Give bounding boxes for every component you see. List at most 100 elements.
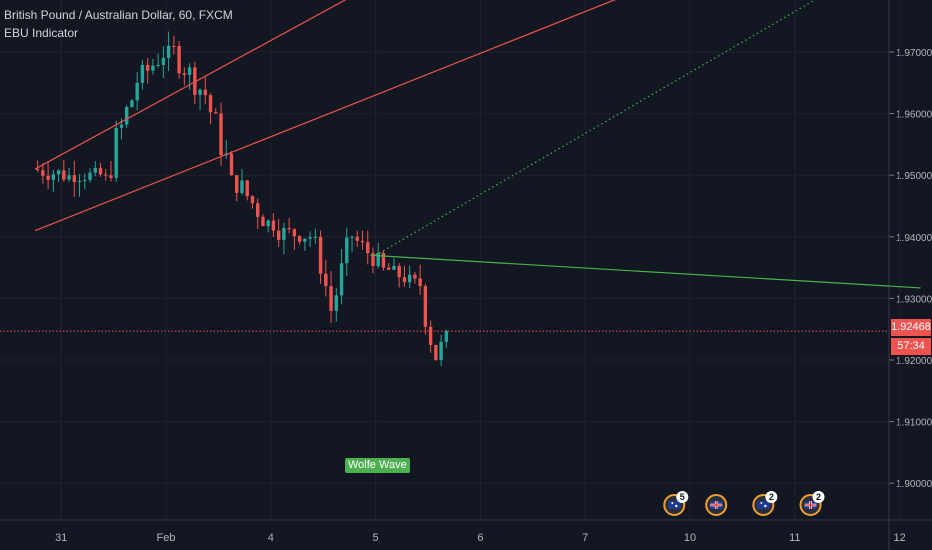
- candle-body: [318, 236, 323, 274]
- candle-body: [350, 236, 354, 238]
- australia-flag-icon: [668, 501, 681, 509]
- candle-body: [46, 175, 50, 180]
- candle-body: [35, 169, 40, 171]
- candle-body: [355, 236, 359, 241]
- y-tick-label: 1.96000: [896, 110, 932, 121]
- candle-body: [250, 196, 255, 204]
- x-tick-label: 4: [268, 532, 274, 544]
- candle-body: [140, 64, 145, 83]
- wolfe-wave-label[interactable]: Wolfe Wave: [345, 458, 410, 473]
- candle-body: [287, 228, 291, 230]
- candle-body: [271, 220, 276, 231]
- bar-countdown-label: 57:34: [891, 338, 931, 355]
- trendline-green-dotted[interactable]: [375, 0, 853, 256]
- x-tick-label: 31: [55, 532, 67, 544]
- candle-body: [235, 175, 239, 193]
- candle-body: [114, 127, 118, 178]
- chart-legend: British Pound / Australian Dollar, 60, F…: [4, 6, 233, 42]
- candle-body: [245, 180, 249, 197]
- y-tick-label: 1.97000: [896, 48, 932, 59]
- candle-body: [423, 286, 428, 327]
- candle-body: [145, 64, 150, 71]
- trendline-red-solid[interactable]: [34, 0, 685, 232]
- last-price-label: 1.92468: [891, 319, 931, 336]
- x-tick-label: 6: [477, 532, 483, 544]
- candle-body: [392, 265, 396, 270]
- candle-body: [413, 274, 417, 279]
- candle-body: [67, 175, 71, 180]
- candle-body: [156, 64, 160, 66]
- y-tick-label: 1.92000: [896, 356, 932, 367]
- event-count-badge: [812, 491, 825, 503]
- y-tick-label: 1.91000: [896, 418, 932, 429]
- candle-body: [56, 170, 61, 175]
- candle-body: [387, 267, 391, 270]
- candle-body: [418, 278, 422, 287]
- candle-body: [303, 238, 307, 242]
- event-count-label: 5: [680, 492, 685, 502]
- candle-body: [104, 174, 108, 176]
- candle-body: [334, 295, 338, 311]
- australia-flag-icon: [764, 504, 767, 508]
- candle-body: [151, 65, 155, 71]
- candle-body: [182, 73, 187, 75]
- candle-body: [434, 345, 438, 360]
- candle-body: [83, 179, 87, 181]
- candle-body: [62, 170, 66, 180]
- candle-body: [214, 112, 218, 114]
- trendline-red-solid[interactable]: [34, 0, 397, 170]
- candle-body: [41, 170, 45, 176]
- candle-body: [266, 220, 270, 227]
- candle-body: [282, 228, 286, 240]
- y-tick-label: 1.90000: [896, 479, 932, 490]
- event-count-badge: [765, 491, 778, 503]
- event-count-label: 2: [816, 492, 821, 502]
- candle-body: [444, 331, 449, 342]
- symbol-title[interactable]: British Pound / Australian Dollar, 60, F…: [4, 8, 233, 22]
- y-tick-label: 1.94000: [896, 233, 932, 244]
- candle-body: [376, 252, 380, 267]
- candle-body: [360, 240, 365, 243]
- candle-body: [428, 326, 433, 346]
- australia-flag-icon: [757, 501, 770, 509]
- candle-body: [329, 286, 333, 311]
- event-count-label: 2: [769, 492, 774, 502]
- australia-flag-icon: [675, 504, 678, 508]
- candle-body: [208, 95, 213, 113]
- candle-body: [130, 100, 134, 108]
- candle-body: [135, 82, 139, 101]
- candle-body: [292, 229, 297, 237]
- candle-body: [51, 174, 56, 180]
- event-count-badge: [676, 491, 689, 503]
- candle-body: [308, 237, 312, 239]
- candle-body: [109, 175, 113, 178]
- candle-body: [402, 277, 407, 283]
- candle-body: [72, 175, 76, 182]
- indicator-label[interactable]: EBU Indicator: [4, 26, 79, 40]
- x-tick-label: 5: [373, 532, 379, 544]
- candle-body: [93, 167, 97, 173]
- candle-body: [313, 236, 318, 238]
- x-tick-label: Feb: [157, 532, 176, 544]
- candle-body: [177, 45, 181, 74]
- candle-body: [366, 242, 370, 254]
- candle-body: [187, 67, 192, 75]
- candle-body: [345, 237, 349, 264]
- candle-body: [193, 67, 197, 95]
- candle-body: [219, 113, 223, 156]
- candle-body: [229, 153, 234, 176]
- australia-flag-icon: [760, 502, 763, 504]
- candle-body: [198, 89, 202, 95]
- x-tick-label: 10: [684, 532, 696, 544]
- candle-body: [88, 172, 92, 180]
- candle-body: [125, 107, 129, 125]
- candle-body: [98, 167, 103, 175]
- candle-body: [339, 263, 344, 296]
- candle-body: [371, 253, 375, 267]
- candle-body: [381, 252, 386, 268]
- trendline-green-solid[interactable]: [370, 254, 921, 289]
- candle-body: [77, 180, 82, 182]
